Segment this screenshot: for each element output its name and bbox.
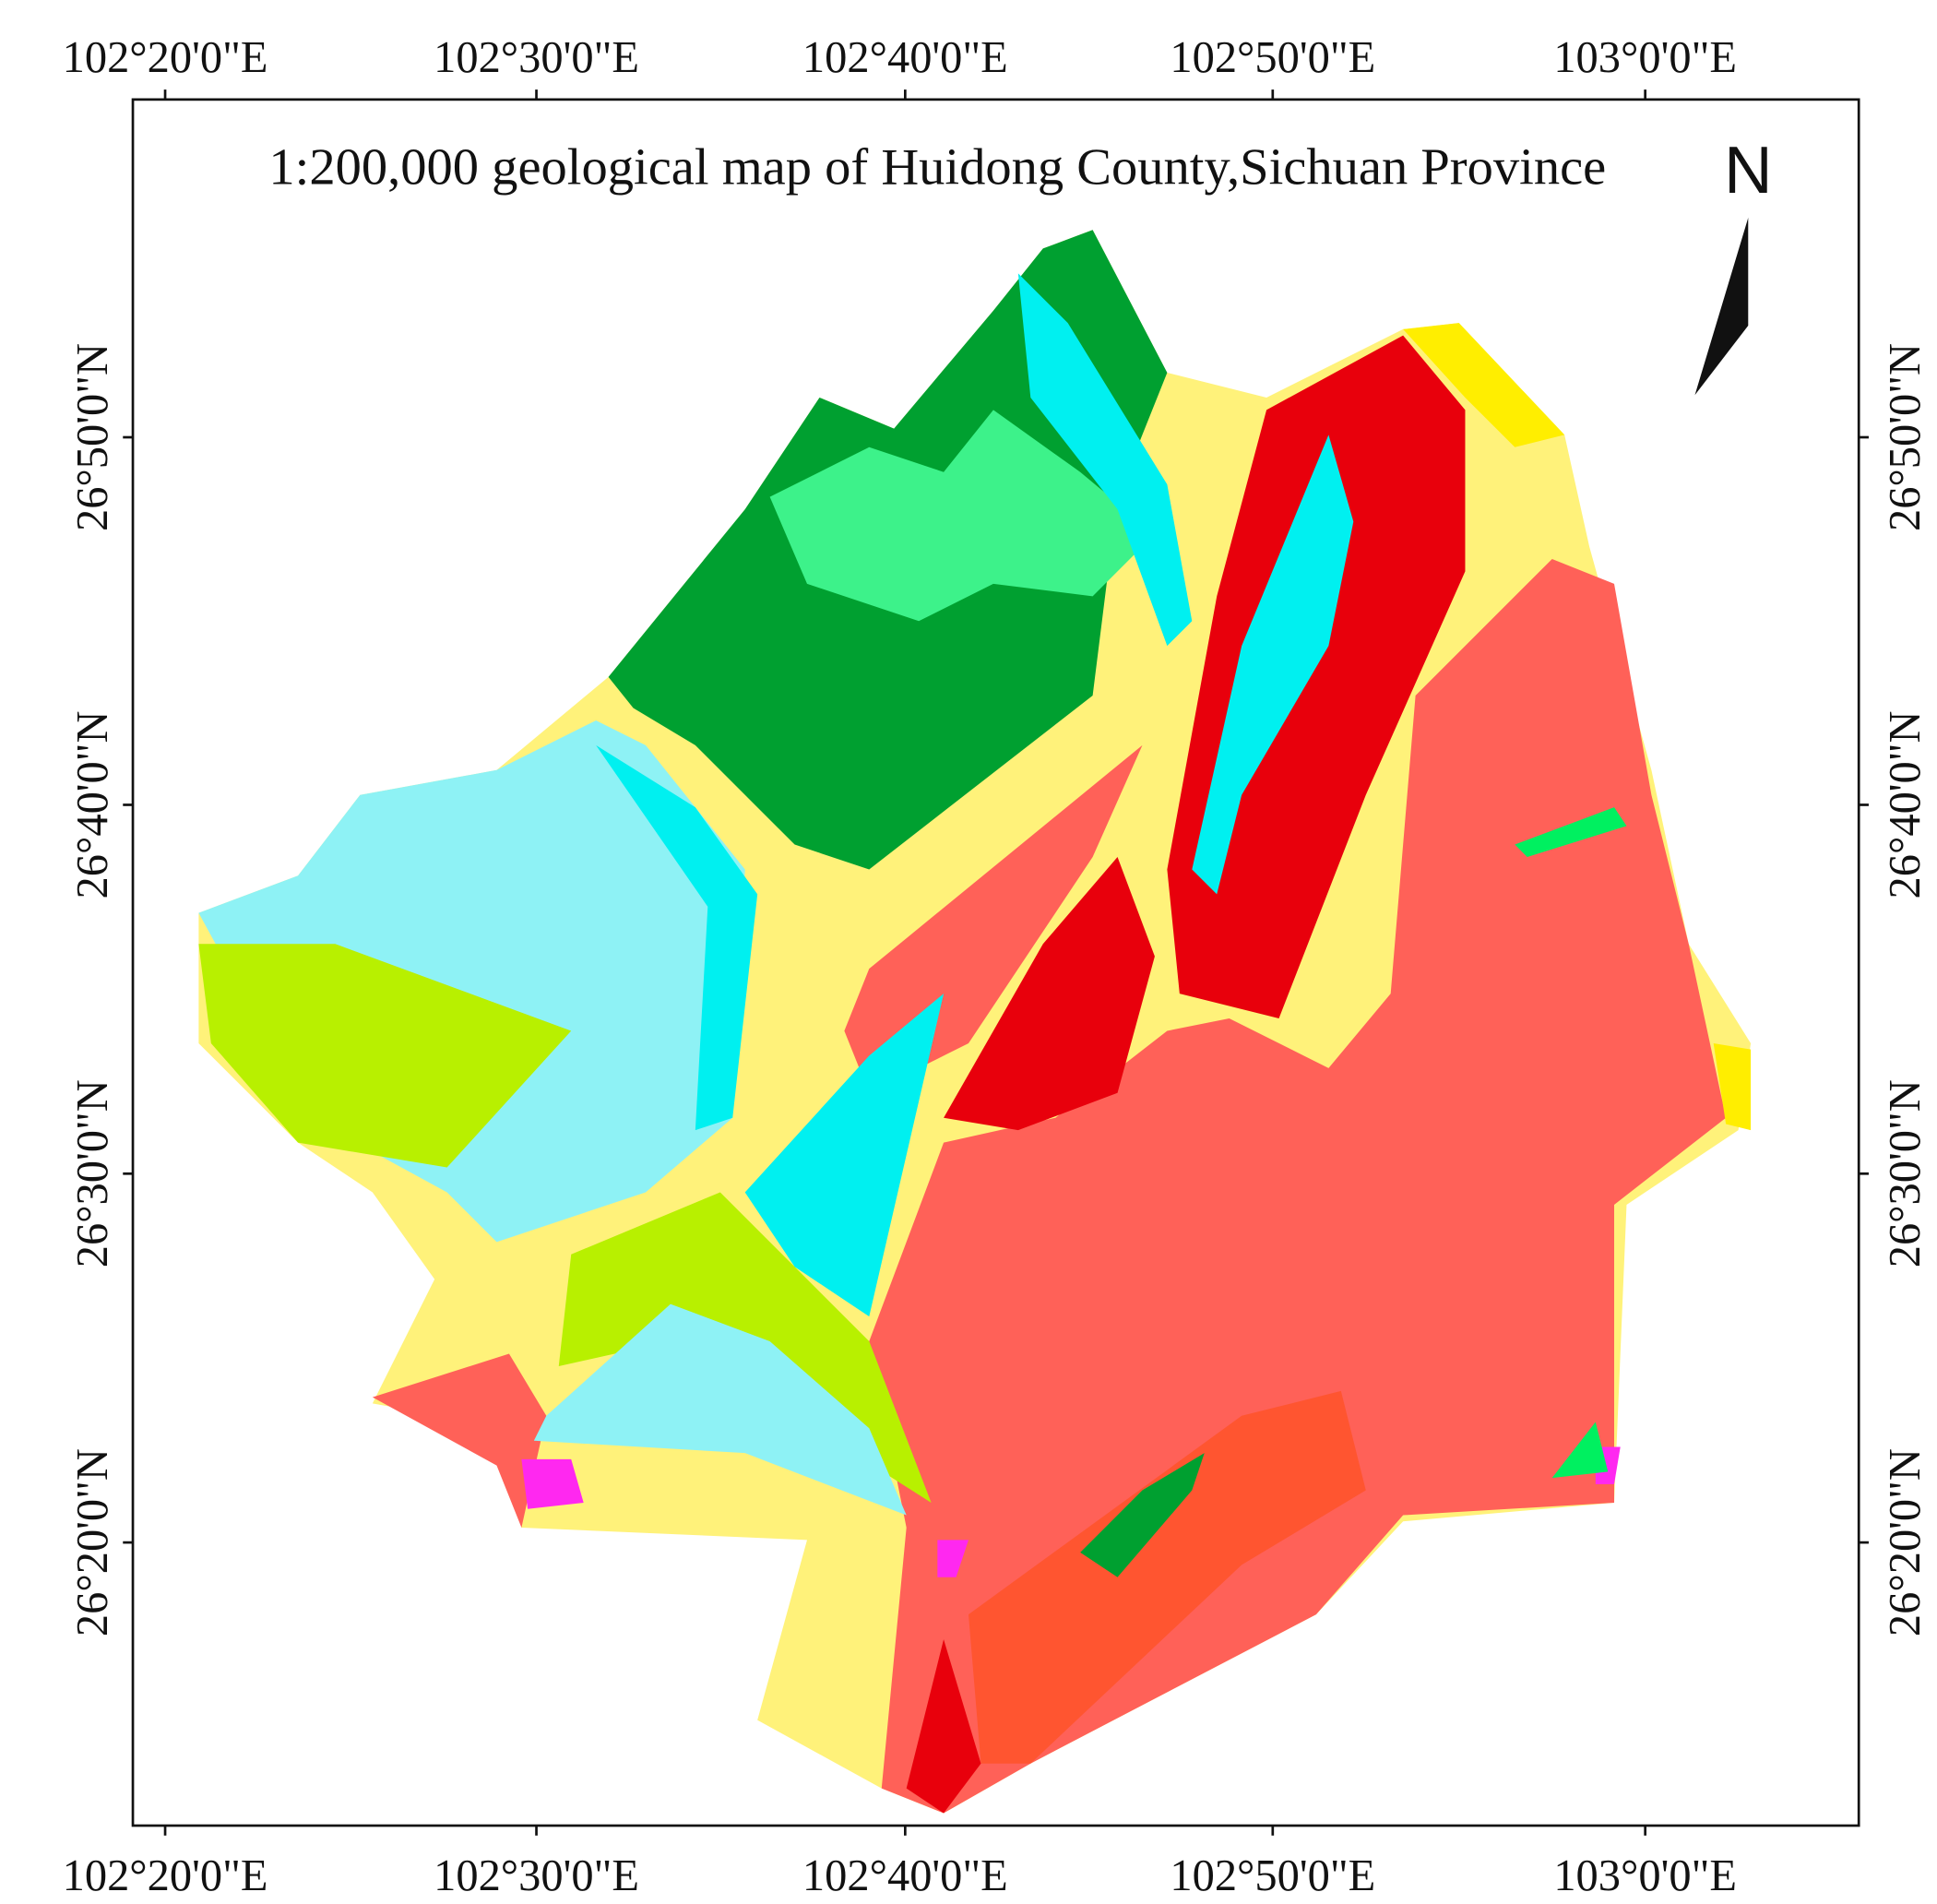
unit-yellow — [1403, 323, 1565, 447]
unit-green — [769, 410, 1155, 622]
unit-magenta — [521, 1458, 584, 1509]
unit-cyan — [744, 994, 945, 1317]
latitude-label: 26°40'0"N — [1881, 710, 1930, 898]
map-title: 1:200,000 geological map of Huidong Coun… — [268, 138, 1606, 196]
graticule-labels: 102°20'0"E 102°20'0"E 102°30'0"E 102°30'0"E… — [63, 33, 1931, 1900]
unit-orange — [968, 1390, 1366, 1764]
unit-red — [944, 857, 1155, 1131]
longitude-label: 102°40'0"E — [802, 1851, 1008, 1900]
latitude-label: 26°20'0"N — [68, 1448, 117, 1636]
north-label: N — [1724, 133, 1773, 208]
latitude-label: 26°30'0"N — [68, 1079, 117, 1267]
longitude-label: 103°0'0"E — [1553, 1851, 1737, 1900]
unit-cyan — [1192, 434, 1354, 895]
unit-red — [906, 1639, 981, 1814]
unit-dark-green — [1080, 1453, 1205, 1577]
longitude-label: 102°20'0"E — [63, 1851, 268, 1900]
latitude-label: 26°50'0"N — [68, 343, 117, 531]
longitude-label: 102°20'0"E — [63, 33, 268, 82]
latitude-label: 26°50'0"N — [1881, 343, 1930, 531]
longitude-label: 102°50'0"E — [1170, 1851, 1375, 1900]
unit-cyan — [1017, 273, 1193, 647]
unit-green — [1515, 807, 1627, 858]
unit-salmon — [372, 1353, 547, 1528]
unit-salmon — [869, 558, 1727, 1814]
unit-yellow-green — [198, 944, 572, 1168]
geology — [198, 230, 1752, 1814]
map-frame — [131, 98, 1860, 1827]
unit-green — [1551, 1422, 1609, 1479]
longitude-label: 102°50'0"E — [1170, 33, 1375, 82]
longitude-label: 102°30'0"E — [434, 33, 639, 82]
north-arrow — [1694, 217, 1803, 396]
longitude-label: 102°30'0"E — [434, 1851, 639, 1900]
unit-light-cyan — [533, 1303, 907, 1516]
longitude-label: 102°40'0"E — [802, 33, 1008, 82]
unit-salmon — [844, 744, 1143, 1093]
unit-cyan — [596, 744, 758, 1131]
unit-magenta — [937, 1540, 968, 1577]
unit-red — [1167, 335, 1466, 1019]
latitude-label: 26°20'0"N — [1881, 1448, 1930, 1636]
latitude-label: 26°40'0"N — [68, 710, 117, 898]
unit-yellow — [1713, 1042, 1752, 1131]
latitude-label: 26°30'0"N — [1881, 1079, 1930, 1267]
longitude-label: 103°0'0"E — [1553, 33, 1737, 82]
